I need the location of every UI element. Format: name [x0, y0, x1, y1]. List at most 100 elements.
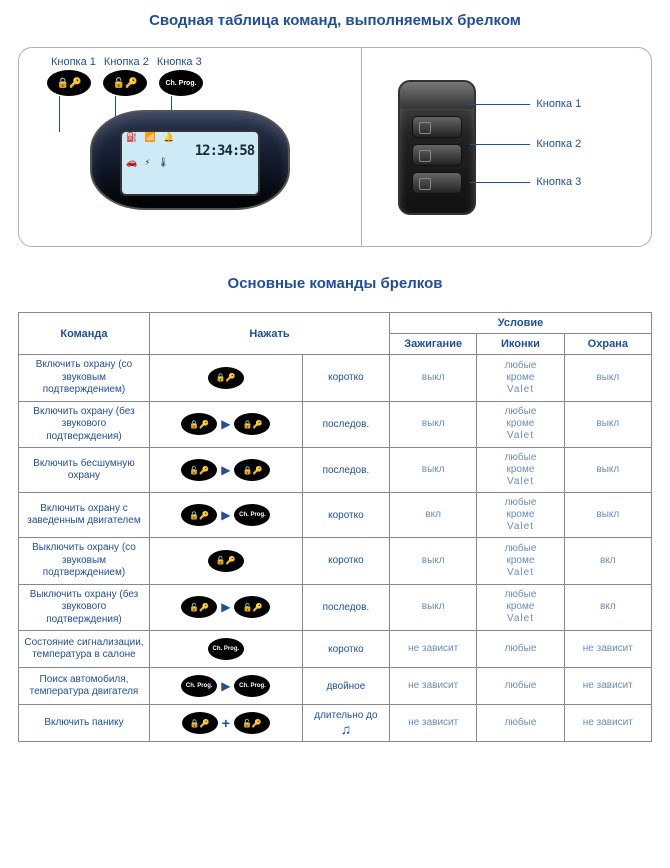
cell-ignition: выкл — [390, 355, 477, 402]
cell-command: Выключить охрану (со звуковым подтвержде… — [19, 538, 150, 585]
cell-icons-condition: любыекромеValet — [477, 355, 564, 402]
press-icon-b2: 🔓🔑 — [234, 596, 270, 618]
cell-press-icons: 🔓🔑▶🔓🔑 — [149, 584, 302, 631]
press-icon-b2: 🔓🔑 — [208, 550, 244, 572]
th-press: Нажать — [149, 313, 389, 355]
table-row: Выключить охрану (со звуковым подтвержде… — [19, 538, 652, 585]
cell-press-duration: последов. — [302, 584, 389, 631]
cell-command: Выключить охрану (без звукового подтверж… — [19, 584, 150, 631]
oval-icon-button-2: 🔓🔑 — [103, 70, 147, 96]
cell-press-icons: 🔒🔑▶Ch. Prog. — [149, 493, 302, 538]
press-icon-b2: 🔓🔑 — [181, 459, 217, 481]
cell-icons-condition: любыекромеValet — [477, 493, 564, 538]
press-icon-b1: 🔒🔑 — [181, 413, 217, 435]
cell-icons-condition: любыекромеValet — [477, 448, 564, 493]
cell-guard: не зависит — [564, 705, 651, 742]
press-icon-b3: Ch. Prog. — [208, 638, 244, 660]
press-icon-b3: Ch. Prog. — [234, 675, 270, 697]
label-button-1: Кнопка 1 — [51, 56, 96, 68]
cell-command: Включить охрану (без звукового подтвержд… — [19, 401, 150, 448]
page-title: Сводная таблица команд, выполняемых брел… — [18, 12, 652, 29]
table-row: Включить бесшумную охрану🔓🔑▶🔒🔑последов.в… — [19, 448, 652, 493]
oval-icon-button-3: Ch. Prog. — [159, 70, 203, 96]
label-button-2: Кнопка 2 — [104, 56, 149, 68]
cell-press-duration: коротко — [302, 538, 389, 585]
table-row: Включить панику🔒🔑+🔓🔑длительно до ♫не зав… — [19, 705, 652, 742]
secondary-remote-illustration — [398, 80, 476, 215]
th-condition: Условие — [390, 313, 652, 334]
diagram-secondary-remote: Кнопка 1 Кнопка 2 Кнопка 3 — [362, 48, 651, 246]
cell-ignition: не зависит — [390, 668, 477, 705]
callout-button-3: Кнопка 3 — [536, 176, 581, 188]
cell-icons-condition: любыекромеValet — [477, 584, 564, 631]
cell-icons-condition: любые — [477, 668, 564, 705]
secondary-button-3 — [412, 172, 462, 194]
cell-press-icons: 🔒🔑 — [149, 355, 302, 402]
cell-press-duration: последов. — [302, 448, 389, 493]
remote-lcd-screen: ⛽ 📶 🔔 12:34:58 🚗 ⚡ 🌡 — [120, 130, 260, 196]
cell-command: Включить бесшумную охрану — [19, 448, 150, 493]
cell-press-icons: 🔒🔑▶🔒🔑 — [149, 401, 302, 448]
cell-ignition: не зависит — [390, 705, 477, 742]
cell-icons-condition: любые — [477, 631, 564, 668]
cell-ignition: выкл — [390, 448, 477, 493]
secondary-button-1 — [412, 116, 462, 138]
cell-press-duration: коротко — [302, 631, 389, 668]
cell-guard: вкл — [564, 538, 651, 585]
press-icon-b1: 🔒🔑 — [234, 413, 270, 435]
remote-diagram: Кнопка 1 Кнопка 2 Кнопка 3 🔒🔑 🔓🔑 Ch. Pro… — [18, 47, 652, 247]
cell-ignition: не зависит — [390, 631, 477, 668]
cell-command: Включить охрану с заведенным двигателем — [19, 493, 150, 538]
cell-ignition: вкл — [390, 493, 477, 538]
press-icon-b1: 🔒🔑 — [234, 459, 270, 481]
commands-table: Команда Нажать Условие Зажигание Иконки … — [18, 312, 652, 742]
table-row: Включить охрану (без звукового подтвержд… — [19, 401, 652, 448]
cell-guard: выкл — [564, 401, 651, 448]
cell-icons-condition: любыекромеValet — [477, 401, 564, 448]
cell-guard: выкл — [564, 448, 651, 493]
cell-press-duration: коротко — [302, 355, 389, 402]
diagram-primary-remote: Кнопка 1 Кнопка 2 Кнопка 3 🔒🔑 🔓🔑 Ch. Pro… — [19, 48, 362, 246]
cell-guard: выкл — [564, 493, 651, 538]
callout-button-2: Кнопка 2 — [536, 138, 581, 150]
table-row: Поиск автомобиля, температура двигателя C… — [19, 668, 652, 705]
table-row: Включить охрану (со звуковым подтвержден… — [19, 355, 652, 402]
cell-press-duration: длительно до ♫ — [302, 705, 389, 742]
th-ignition: Зажигание — [390, 334, 477, 355]
cell-press-duration: последов. — [302, 401, 389, 448]
oval-icon-button-1: 🔒🔑 — [47, 70, 91, 96]
cell-press-duration: двойное — [302, 668, 389, 705]
press-icon-b1: 🔒🔑 — [181, 504, 217, 526]
cell-guard: не зависит — [564, 631, 651, 668]
cell-guard: вкл — [564, 584, 651, 631]
cell-icons-condition: любые — [477, 705, 564, 742]
th-command: Команда — [19, 313, 150, 355]
cell-guard: выкл — [564, 355, 651, 402]
cell-press-icons: 🔓🔑▶🔒🔑 — [149, 448, 302, 493]
cell-press-icons: 🔒🔑+🔓🔑 — [149, 705, 302, 742]
table-row: Включить охрану с заведенным двигателем🔒… — [19, 493, 652, 538]
th-icons: Иконки — [477, 334, 564, 355]
press-icon-b2: 🔓🔑 — [234, 712, 270, 734]
cell-command: Состояние сигнализации, температура в са… — [19, 631, 150, 668]
cell-command: Включить панику — [19, 705, 150, 742]
label-button-3: Кнопка 3 — [157, 56, 202, 68]
primary-remote-illustration: ⛽ 📶 🔔 12:34:58 🚗 ⚡ 🌡 — [90, 100, 290, 210]
cell-command: Поиск автомобиля, температура двигателя — [19, 668, 150, 705]
cell-press-duration: коротко — [302, 493, 389, 538]
table-row: Выключить охрану (без звукового подтверж… — [19, 584, 652, 631]
press-icon-b3: Ch. Prog. — [234, 504, 270, 526]
secondary-button-2 — [412, 144, 462, 166]
press-icon-b1: 🔒🔑 — [208, 367, 244, 389]
cell-press-icons: 🔓🔑 — [149, 538, 302, 585]
press-icon-b3: Ch. Prog. — [181, 675, 217, 697]
th-guard: Охрана — [564, 334, 651, 355]
cell-ignition: выкл — [390, 401, 477, 448]
press-icon-b2: 🔓🔑 — [181, 596, 217, 618]
cell-icons-condition: любыекромеValet — [477, 538, 564, 585]
section-title-commands: Основные команды брелков — [18, 275, 652, 292]
cell-press-icons: Ch. Prog. — [149, 631, 302, 668]
cell-command: Включить охрану (со звуковым подтвержден… — [19, 355, 150, 402]
press-icon-b1: 🔒🔑 — [182, 712, 218, 734]
cell-ignition: выкл — [390, 584, 477, 631]
